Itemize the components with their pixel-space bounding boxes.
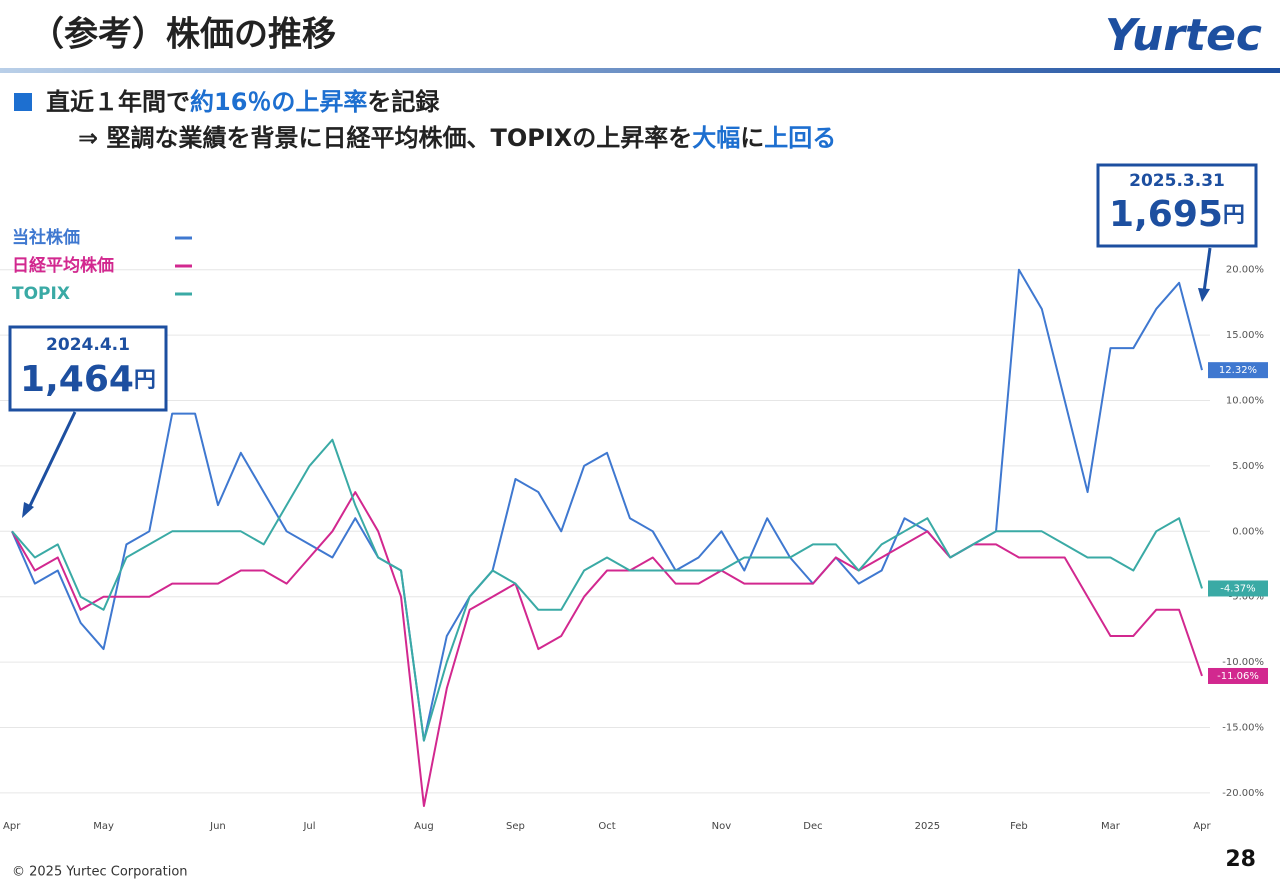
y-tick-label: -10.00% <box>1222 657 1264 668</box>
callout-arrow <box>1202 247 1212 293</box>
callout-arrow <box>26 411 77 511</box>
end-label-box <box>1208 580 1268 597</box>
x-tick-label: Nov <box>712 821 732 832</box>
legend-label: 当社株価 <box>12 227 80 248</box>
x-tick-label: May <box>93 821 114 832</box>
y-tick-label: 5.00% <box>1232 461 1264 472</box>
end-label: -11.06% <box>1217 671 1259 682</box>
series-line <box>11 268 1203 742</box>
y-tick-label: -20.00% <box>1222 788 1264 799</box>
y-tick-label: 10.00% <box>1226 396 1264 407</box>
callout-box <box>1096 163 1258 248</box>
callout-date: 2025.3.31 <box>1129 171 1225 191</box>
series-line <box>11 438 1203 742</box>
x-tick-label: Feb <box>1010 821 1028 832</box>
x-tick-label: Dec <box>803 821 822 832</box>
end-label: -4.37% <box>1220 583 1255 594</box>
subline: ⇒ 堅調な業績を背景に日経平均株価、TOPIXの上昇率を大幅に上回る <box>78 124 836 152</box>
logo: Yurtec <box>1105 10 1262 61</box>
page-number: 28 <box>1225 847 1256 872</box>
x-tick-label: Oct <box>598 821 615 832</box>
header-rule <box>0 68 1280 73</box>
callout-date: 2024.4.1 <box>46 335 130 355</box>
arrow-head <box>22 502 34 518</box>
end-label: 12.32% <box>1219 365 1257 376</box>
y-tick-label: -15.00% <box>1222 723 1264 734</box>
x-tick-label: Jul <box>302 821 315 832</box>
x-tick-label: Apr <box>1193 821 1211 832</box>
x-tick-label: Sep <box>506 821 525 832</box>
slide-title: （参考）株価の推移 <box>30 15 336 55</box>
headline: 直近１年間で約16％の上昇率を記録 <box>46 88 440 116</box>
bullet <box>14 93 32 111</box>
x-tick-label: Jun <box>209 821 226 832</box>
y-tick-label: 15.00% <box>1226 330 1264 341</box>
legend-label: 日経平均株価 <box>12 255 114 276</box>
chart: -20.00% -15.00% -10.00% -5.00% 0.00% 5.00% 10.… <box>0 227 1268 832</box>
x-tick-label: Aug <box>414 821 434 832</box>
y-tick-label: -5.00% <box>1229 592 1264 603</box>
callout-price: 1,695円 <box>1109 194 1245 235</box>
callout-price: 1,464円 <box>20 359 156 400</box>
arrow-head <box>1198 288 1210 302</box>
callout-box <box>8 325 168 412</box>
end-label-box <box>1208 362 1268 379</box>
series-line <box>11 491 1203 807</box>
copyright: © 2025 Yurtec Corporation <box>12 865 188 880</box>
legend-label: TOPIX <box>12 284 70 304</box>
y-tick-label: 0.00% <box>1232 526 1264 537</box>
end-label-box <box>1208 667 1268 684</box>
x-tick-label: 2025 <box>915 821 940 832</box>
x-tick-label: Apr <box>3 821 21 832</box>
x-tick-label: Mar <box>1101 821 1121 832</box>
y-tick-label: 20.00% <box>1226 265 1264 276</box>
